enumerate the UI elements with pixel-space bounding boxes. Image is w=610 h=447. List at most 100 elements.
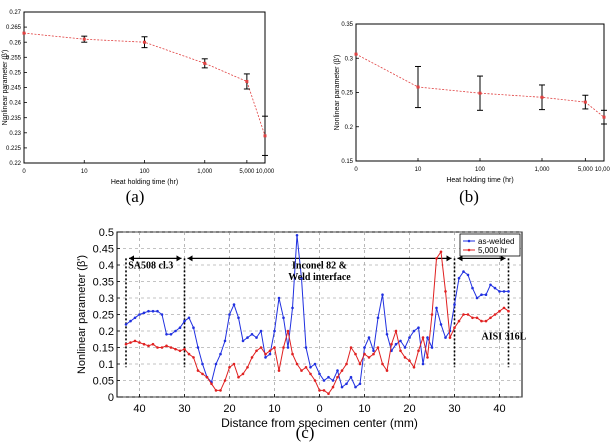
chart-a-xtick-label: 10 bbox=[81, 169, 88, 175]
chart-c-xtick-label: 0 bbox=[316, 403, 322, 415]
chart-c-series-as-welded-point bbox=[345, 382, 348, 386]
chart-c-series-5-000-hr-point bbox=[354, 352, 357, 356]
chart-c-series-as-welded-point bbox=[223, 339, 227, 343]
chart-c-series-as-welded-point bbox=[282, 316, 285, 320]
chart-c-series-as-welded-point bbox=[466, 273, 470, 277]
chart-a-series-0-point bbox=[143, 40, 146, 44]
chart-c-series-5-000-hr-point bbox=[255, 349, 258, 353]
chart-b-series-0-point bbox=[583, 100, 587, 104]
chart-c-series-5-000-hr-point bbox=[327, 392, 330, 396]
chart-c-series-as-welded-point bbox=[309, 366, 312, 369]
chart-c-series-5-000-hr-point bbox=[300, 369, 303, 372]
chart-c-ytick-label: 0.4 bbox=[99, 260, 114, 272]
chart-a-ylabel: Nonlinear parameter (β') bbox=[2, 50, 9, 126]
chart-c-series-as-welded-point bbox=[201, 362, 204, 366]
chart-c-series-5-000-hr-point bbox=[448, 336, 452, 339]
chart-c-series-5-000-hr-point bbox=[160, 346, 164, 349]
chart-c-series-as-welded-point bbox=[264, 356, 267, 359]
chart-c-series-5-000-hr-point bbox=[435, 257, 438, 260]
chart-a-ytick-label: 0.27 bbox=[9, 10, 21, 16]
chart-c-series-5-000-hr-point bbox=[291, 352, 294, 356]
chart-c-series-as-welded-point bbox=[367, 336, 371, 339]
chart-a-ytick-label: 0.245 bbox=[6, 86, 22, 92]
chart-c-series-5-000-hr-point bbox=[430, 313, 434, 316]
chart-c-series-5-000-hr-point bbox=[223, 379, 227, 382]
chart-c-series-5-000-hr-point bbox=[484, 319, 488, 323]
chart-c-series-5-000-hr-point bbox=[439, 250, 443, 254]
chart-c-series-5-000-hr-point bbox=[273, 346, 276, 349]
chart-c-series-as-welded-point bbox=[156, 309, 159, 313]
chart-c-legend-marker bbox=[467, 239, 471, 243]
chart-c-series-5-000-hr-point bbox=[151, 342, 155, 346]
chart-c-series-5-000-hr-point bbox=[277, 369, 281, 372]
chart-c-series-as-welded-point bbox=[408, 336, 411, 339]
chart-c-series-5-000-hr-point bbox=[196, 369, 200, 372]
chart-c-series-5-000-hr-point bbox=[385, 369, 389, 372]
chart-b-series-0-point bbox=[478, 91, 482, 95]
chart-c-series-as-welded-point bbox=[403, 346, 407, 349]
chart-c-series-as-welded-point bbox=[277, 296, 281, 300]
chart-b-series-0-line bbox=[355, 53, 605, 118]
chart-c-series-as-welded-point bbox=[498, 290, 501, 293]
chart-a-ytick-label: 0.24 bbox=[9, 101, 21, 107]
chart-c-series-as-welded-point bbox=[232, 303, 236, 306]
chart-c-series-as-welded-point bbox=[318, 372, 321, 376]
chart-b-series-0-point bbox=[354, 52, 358, 56]
chart-c-xtick-label: 20 bbox=[403, 403, 415, 415]
caption-a: (a) bbox=[126, 187, 145, 206]
chart-c-series-as-welded-point bbox=[349, 375, 353, 379]
chart-c-series-as-welded-point bbox=[273, 329, 276, 333]
chart-c-xtick-label: 40 bbox=[133, 403, 145, 415]
chart-c-series-5-000-hr-point bbox=[349, 346, 353, 349]
chart-c-series-as-welded-point bbox=[174, 329, 177, 333]
chart-c-series-as-welded-point bbox=[417, 326, 420, 330]
chart-c-ytick-label: 0.5 bbox=[99, 227, 114, 239]
chart-c-xtick-label: 10 bbox=[358, 403, 370, 415]
chart-a-series-0-point bbox=[203, 61, 207, 65]
chart-c-series-5-000-hr-point bbox=[138, 341, 141, 344]
chart-c-xtick-label: 10 bbox=[268, 403, 280, 415]
chart-b-xlabel: Heat holding time (hr) bbox=[446, 177, 513, 184]
chart-a-xlabel: Heat holding time (hr) bbox=[111, 179, 178, 186]
chart-a-ytick-label: 0.225 bbox=[6, 146, 22, 152]
chart-a-xtick-label: 1,000 bbox=[197, 169, 213, 175]
chart-a-ytick-label: 0.265 bbox=[6, 25, 22, 31]
chart-a-series-0-point bbox=[245, 79, 249, 83]
chart-c-series-5-000-hr-point bbox=[142, 342, 146, 346]
chart-c-series-5-000-hr-point bbox=[358, 362, 362, 366]
chart-c-legend-label: 5,000 hr bbox=[478, 246, 508, 255]
chart-c-xtick-label: 30 bbox=[448, 403, 460, 415]
chart-a-xtick-label: 100 bbox=[139, 169, 150, 175]
chart-c-arrowhead bbox=[446, 255, 452, 262]
chart-c-series-as-welded-point bbox=[268, 352, 272, 356]
chart-a-ytick-label: 0.23 bbox=[9, 131, 21, 137]
chart-c-series-as-welded-point bbox=[237, 316, 240, 320]
chart-c-series-5-000-hr-point bbox=[480, 319, 483, 323]
chart-c-annotation: Weld interface bbox=[288, 272, 351, 283]
chart-c-ytick-label: 0.2 bbox=[99, 326, 114, 338]
chart-c-series-5-000-hr-point bbox=[412, 366, 416, 369]
chart-c-xtick-label: 40 bbox=[493, 403, 505, 415]
chart-c-series-5-000-hr-point bbox=[421, 336, 425, 339]
chart-c-series-as-welded-point bbox=[291, 306, 294, 310]
chart-c-series-5-000-hr-point bbox=[381, 362, 384, 366]
chart-c-series-as-welded-point bbox=[183, 319, 186, 323]
chart-c-series-5-000-hr-point bbox=[453, 326, 456, 330]
chart-c-series-5-000-hr-point bbox=[264, 352, 267, 356]
chart-c-series-as-welded-point bbox=[192, 326, 195, 330]
chart-c-series-as-welded-point bbox=[300, 276, 303, 280]
chart-c-series-5-000-hr-point bbox=[336, 375, 339, 379]
chart-c-xlabel: Distance from specimen center (mm) bbox=[221, 416, 418, 430]
chart-c-ytick-label: 0.1 bbox=[99, 359, 114, 371]
chart-c-series-5-000-hr-point bbox=[502, 306, 506, 310]
chart-c-series-5-000-hr-point bbox=[394, 329, 398, 333]
chart-a-xtick-label: 0 bbox=[22, 169, 26, 175]
chart-c-series-as-welded-point bbox=[246, 336, 249, 339]
chart-b-xtick-label: 10 bbox=[415, 167, 422, 173]
chart-c-series-as-welded-point bbox=[471, 286, 474, 290]
chart-c-series-as-welded-point bbox=[129, 319, 132, 323]
chart-c-series-as-welded-point bbox=[430, 346, 434, 349]
chart-c-series-as-welded-point bbox=[124, 323, 128, 326]
chart-b-ytick-label: 0.3 bbox=[345, 56, 354, 62]
chart-c-series-5-000-hr-point bbox=[462, 313, 465, 316]
